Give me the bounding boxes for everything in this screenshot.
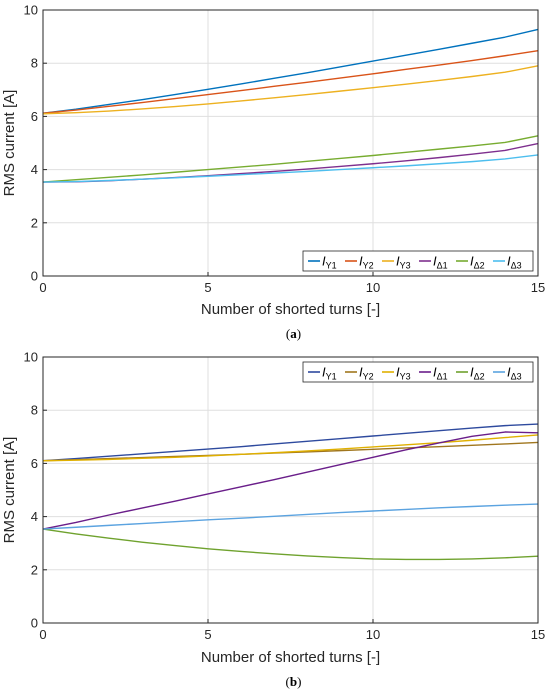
- panel-caption: (a): [286, 326, 301, 341]
- legend-label: IΔ3: [507, 365, 522, 382]
- legend-label: IΔ1: [433, 254, 448, 271]
- y-tick-label: 8: [31, 56, 38, 71]
- legend-label-sub: Δ3: [511, 372, 522, 382]
- legend-label-sub: Y1: [326, 261, 337, 271]
- x-tick-label: 15: [531, 627, 545, 642]
- series-line-y3: [42, 65, 539, 115]
- legend-label-main: I: [470, 365, 474, 380]
- legend: IY1 IY2 IY3 IΔ1 IΔ2 IΔ3: [302, 250, 534, 272]
- series-line-delta1: [42, 431, 539, 530]
- caption-close-paren: ): [297, 674, 301, 689]
- x-tick-label: 10: [366, 280, 380, 295]
- series-line-y3: [42, 434, 539, 462]
- axes-box: [42, 356, 539, 624]
- x-axis-label: Number of shorted turns [-]: [201, 301, 380, 318]
- legend-label-sub: Δ2: [474, 261, 485, 271]
- y-axis-label: RMS current [A]: [1, 437, 18, 544]
- legend-box: [302, 250, 534, 272]
- legend-label-main: I: [322, 365, 326, 380]
- series-line-delta3: [42, 154, 539, 183]
- legend-label-sub: Y2: [363, 261, 374, 271]
- legend-label-main: I: [396, 254, 400, 269]
- y-axis-label: RMS current [A]: [1, 90, 18, 197]
- y-tick-label: 6: [31, 109, 38, 124]
- legend-label: IY3: [396, 254, 411, 271]
- y-tick-label: 0: [31, 269, 38, 284]
- legend-label-sub: Δ1: [437, 261, 448, 271]
- legend-label-main: I: [507, 254, 511, 269]
- x-tick-label: 5: [204, 280, 211, 295]
- legend-box: [302, 361, 534, 383]
- y-tick-label: 10: [24, 3, 38, 18]
- series-line-y2: [42, 50, 539, 114]
- legend-label: IY1: [322, 365, 337, 382]
- legend-label: IΔ2: [470, 254, 485, 271]
- axes-box: [42, 9, 539, 277]
- legend-label-sub: Y2: [363, 372, 374, 382]
- legend-label-main: I: [322, 254, 326, 269]
- legend-label-main: I: [359, 254, 363, 269]
- legend-label-sub: Δ3: [511, 261, 522, 271]
- legend-label: IΔ3: [507, 254, 522, 271]
- legend-label-sub: Y1: [326, 372, 337, 382]
- y-tick-label: 4: [31, 162, 38, 177]
- series-line-delta2: [42, 135, 539, 183]
- legend-label: IY1: [322, 254, 337, 271]
- caption-close-paren: ): [297, 326, 301, 341]
- series-line-delta2: [42, 528, 539, 561]
- y-tick-label: 0: [31, 616, 38, 631]
- caption-open-paren: (: [286, 674, 290, 689]
- legend-label: IΔ1: [433, 365, 448, 382]
- legend: IY1 IY2 IY3 IΔ1 IΔ2 IΔ3: [302, 361, 534, 383]
- panel-caption: (b): [286, 674, 302, 689]
- legend-label-sub: Δ2: [474, 372, 485, 382]
- x-tick-label: 10: [366, 627, 380, 642]
- x-tick-label: 0: [39, 280, 46, 295]
- x-axis-label: Number of shorted turns [-]: [201, 649, 380, 666]
- series-line-delta3: [42, 503, 539, 530]
- y-tick-label: 2: [31, 562, 38, 577]
- series-line-y1: [42, 28, 539, 114]
- y-tick-label: 4: [31, 509, 38, 524]
- y-tick-label: 6: [31, 456, 38, 471]
- x-tick-label: 5: [204, 627, 211, 642]
- legend-label-main: I: [507, 365, 511, 380]
- legend-label-main: I: [396, 365, 400, 380]
- y-tick-label: 10: [24, 350, 38, 365]
- legend-label: IY2: [359, 254, 374, 271]
- legend-label-sub: Y3: [400, 261, 411, 271]
- legend-label: IΔ2: [470, 365, 485, 382]
- plot-area: [43, 10, 538, 276]
- x-tick-label: 0: [39, 627, 46, 642]
- legend-label-sub: Y3: [400, 372, 411, 382]
- legend-label-main: I: [470, 254, 474, 269]
- chart-panel-b: 0 5 10 15 0 2 4 6 8 10 Number of shorted turns [-]…: [1, 350, 545, 690]
- series-line-y1: [42, 423, 539, 462]
- legend-label-main: I: [359, 365, 363, 380]
- legend-label-sub: Δ1: [437, 372, 448, 382]
- legend-label-main: I: [433, 254, 437, 269]
- legend-label-main: I: [433, 365, 437, 380]
- caption-letter: a: [290, 326, 297, 341]
- y-tick-label: 2: [31, 215, 38, 230]
- legend-label: IY3: [396, 365, 411, 382]
- x-tick-label: 15: [531, 280, 545, 295]
- y-tick-label: 8: [31, 403, 38, 418]
- chart-panel-a: 0 5 10 15 0 2 4 6 8 10 Number of shorted turns [-]…: [1, 3, 545, 342]
- caption-letter: b: [290, 674, 297, 689]
- caption-open-paren: (: [286, 326, 290, 341]
- plot-area: [43, 357, 538, 623]
- legend-label: IY2: [359, 365, 374, 382]
